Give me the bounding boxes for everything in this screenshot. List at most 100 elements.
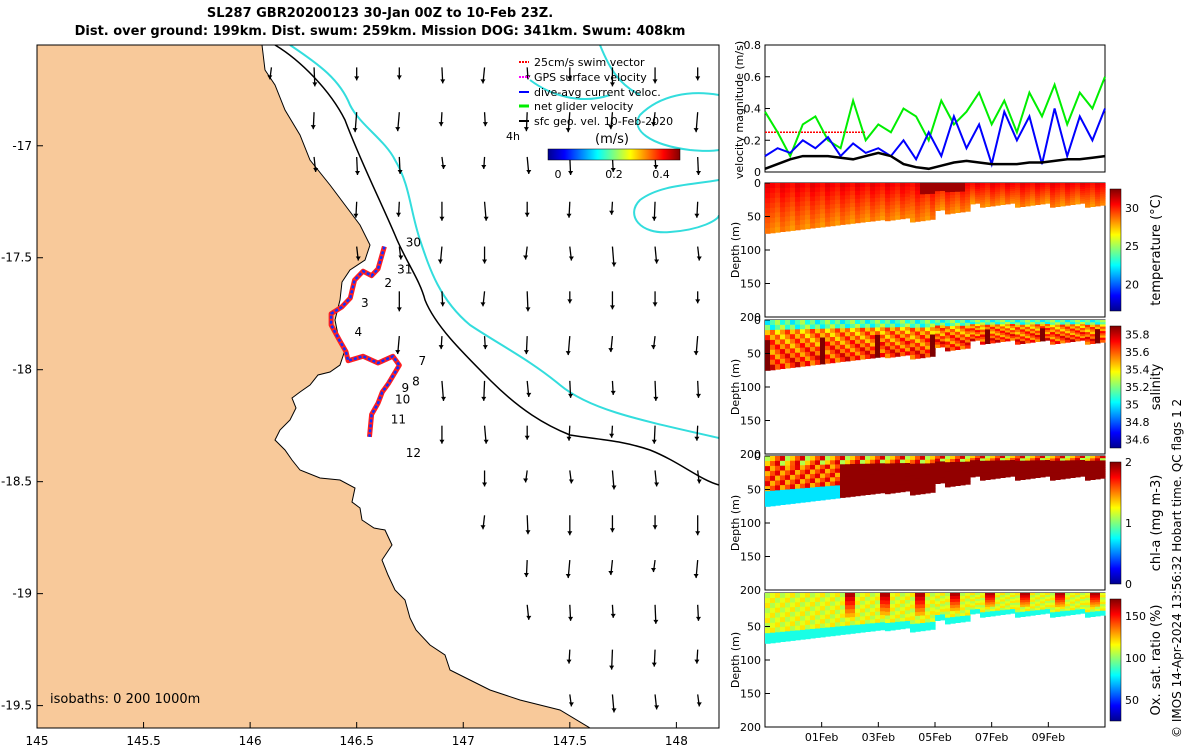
isobath-200m-offshore: [529, 45, 719, 234]
surface-velocity-arrow: [397, 156, 403, 174]
figure-title-line-2: Dist. over ground: 199km. Dist. swum: 25…: [74, 24, 686, 39]
vel-ytick-label-0: 0: [754, 166, 761, 179]
surface-velocity-arrow: [653, 380, 659, 401]
surface-velocity-arrow: [437, 246, 443, 264]
surface-velocity-arrow: [440, 291, 446, 307]
surface-velocity-arrow: [567, 515, 573, 536]
track-day-label-10: 12: [406, 446, 421, 460]
surface-velocity-arrow: [650, 112, 656, 127]
section-ytick-label-sal-1: 50: [747, 348, 761, 361]
map-xtick-label-1: 145.5: [126, 734, 160, 748]
section-ytick-label-chl-4: 200: [740, 584, 761, 597]
track-day-label-3: 3: [361, 296, 369, 310]
section-colorbar-label-ox: Ox. sat. ratio (%): [1149, 605, 1164, 716]
map-ytick-label-4: -19: [12, 587, 32, 601]
surface-velocity-arrow: [566, 649, 572, 664]
velocity-series-sfc-geo--vel-: [764, 151, 1106, 171]
surface-velocity-arrow: [525, 291, 531, 312]
surface-velocity-arrow: [440, 67, 446, 84]
surface-velocity-arrow: [568, 246, 574, 261]
surface-velocity-arrow: [568, 380, 574, 398]
track-day-label-8: 10: [395, 392, 410, 406]
surface-velocity-arrow: [696, 694, 702, 707]
map-xtick-label-6: 148: [665, 734, 688, 748]
surface-velocity-arrow: [651, 425, 657, 444]
surface-velocity-arrow: [395, 336, 401, 355]
map-ytick-label-2: -18: [12, 363, 32, 377]
section-colorbar-tick-temp-0: 20: [1125, 278, 1139, 291]
figure-title-line-1: SL287 GBR20200123 30-Jan 00Z to 10-Feb 2…: [206, 6, 554, 21]
surface-velocity-arrow: [438, 336, 444, 350]
surface-velocity-arrow: [695, 515, 701, 536]
surface-velocity-arrows: [267, 67, 702, 713]
section-colorbar-tick-chl-2: 2: [1125, 456, 1132, 469]
section-colorbar-tick-sal-0: 34.6: [1125, 433, 1150, 446]
isobaths-label: isobaths: 0 200 1000m: [50, 692, 200, 707]
section-xtick-label-1: 03Feb: [862, 731, 895, 744]
surface-velocity-arrow: [650, 559, 656, 573]
section-colorbar-tick-sal-2: 35: [1125, 398, 1139, 411]
surface-velocity-arrow: [483, 425, 489, 444]
section-ytick-label-chl-0: 0: [754, 450, 761, 463]
legend-gps: GPS surface velocity: [534, 71, 647, 84]
surface-velocity-arrow: [695, 156, 701, 175]
section-colorbar-chl: [1109, 461, 1122, 585]
map-xtick-label-5: 147.5: [553, 734, 587, 748]
surface-velocity-arrow: [694, 425, 700, 441]
section-ylabel-ox: Depth (m): [729, 632, 742, 688]
legend-4h: 4h: [506, 130, 520, 143]
section-colorbar-tick-ox-0: 50: [1125, 694, 1139, 707]
map-ytick-label-3: -18.5: [1, 475, 32, 489]
section-xtick-label-0: 01Feb: [805, 731, 838, 744]
isobath-200m: [289, 45, 719, 439]
surface-velocity-arrow: [693, 336, 699, 356]
section-xtick-label-2: 05Feb: [918, 731, 951, 744]
surface-velocity-arrow: [611, 246, 617, 267]
surface-velocity-arrow: [608, 336, 614, 353]
surface-velocity-arrow: [441, 380, 447, 401]
surface-velocity-arrow: [439, 425, 445, 444]
section-ytick-label-sal-3: 150: [740, 415, 761, 428]
isobath-1000m: [274, 45, 719, 486]
section-colorbar-tick-sal-4: 35.4: [1125, 364, 1150, 377]
surface-velocity-arrow: [654, 470, 660, 487]
surface-velocity-arrow: [352, 112, 358, 133]
surface-velocity-arrow: [523, 560, 529, 578]
surface-velocity-arrow: [694, 201, 700, 218]
surface-velocity-arrow: [608, 112, 614, 130]
surface-velocity-arrow: [313, 156, 319, 173]
surface-velocity-arrow: [524, 425, 530, 440]
section-panel-temp: 0 50 100 150 200 Depth (m) 20 25 30 temperature (…: [729, 177, 1164, 324]
surface-velocity-arrow: [568, 694, 574, 707]
surface-velocity-arrow: [312, 67, 318, 87]
section-colorbar-label-temp: temperature (°C): [1149, 194, 1164, 306]
vel-ytick-label-1: 0.2: [744, 134, 762, 147]
surface-velocity-arrow: [652, 291, 658, 307]
section-ylabel-temp: Depth (m): [729, 222, 742, 278]
surface-velocity-arrow: [567, 67, 573, 81]
surface-velocity-arrow: [610, 604, 616, 618]
surface-velocity-arrow: [693, 112, 699, 133]
velocity-ticks: 0 0.2 0.4 0.6 0.8: [744, 39, 770, 179]
track-day-label-6: 8: [412, 374, 420, 388]
velocity-ylabel: velocity magnitude (m/s): [733, 41, 746, 179]
surface-velocity-arrow: [568, 604, 574, 621]
track-day-label-2: 2: [384, 276, 392, 290]
section-colorbar-tick-ox-2: 150: [1125, 610, 1146, 623]
section-colorbar-tick-sal-3: 35.2: [1125, 381, 1150, 394]
section-colorbar-temp: [1109, 188, 1122, 312]
legend-geo: sfc geo. vel. 10-Feb-2020: [534, 115, 673, 128]
map-xtick-label-2: 146: [239, 734, 262, 748]
map-legend: 25cm/s swim vector GPS surface velocity …: [506, 56, 681, 181]
section-ytick-label-ox-3: 200: [740, 721, 761, 734]
surface-velocity-arrow: [565, 336, 571, 356]
surface-velocity-arrow: [695, 380, 701, 398]
track-day-label-7: 9: [401, 381, 409, 395]
surface-velocity-arrow: [696, 246, 702, 261]
surface-velocity-arrow: [654, 694, 660, 710]
vel-ytick-label-3: 0.6: [744, 71, 762, 84]
colorbar-title: (m/s): [595, 132, 629, 147]
velocity-series: [764, 76, 1106, 171]
surface-velocity-arrow: [480, 515, 486, 530]
surface-velocity-arrow: [650, 336, 656, 350]
